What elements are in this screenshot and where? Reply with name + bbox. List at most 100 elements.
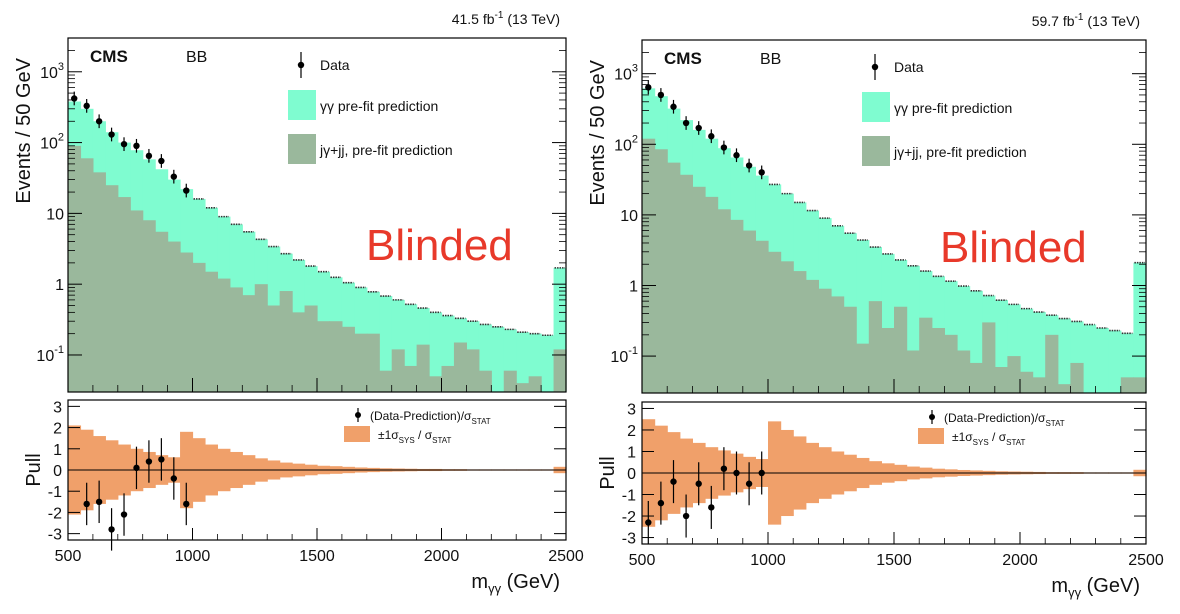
jg-bar	[242, 295, 256, 392]
pull-point	[145, 458, 153, 465]
pull-y-tick-label: 3	[627, 401, 636, 418]
pull-point	[670, 478, 677, 485]
jg-bar	[366, 333, 380, 392]
jg-bar	[1020, 371, 1034, 393]
jg-bar	[894, 306, 908, 393]
jg-bar	[1045, 334, 1059, 393]
jg-bar	[944, 334, 958, 393]
pull-point	[657, 499, 665, 507]
gg-bar	[379, 296, 393, 392]
data-point	[145, 152, 153, 160]
x-tick-label: 500	[55, 548, 82, 565]
pull-y-tick-label: -2	[622, 509, 636, 526]
legend-data-label: Data	[894, 59, 924, 75]
pull-y-tick-label: 0	[627, 466, 636, 483]
jg-bar	[868, 301, 882, 393]
jg-bar	[292, 312, 306, 392]
jg-bar	[805, 279, 819, 393]
jg-bar	[1032, 377, 1046, 393]
jg-bar	[1133, 377, 1147, 393]
y-tick-label: 102	[614, 133, 638, 154]
pull-point	[120, 511, 128, 518]
jg-bar	[503, 370, 517, 392]
y-tick-label: 103	[40, 61, 64, 82]
x-tick-label: 2000	[1002, 552, 1038, 569]
y-axis-label: Events / 50 GeV	[13, 57, 35, 203]
data-point	[708, 133, 715, 140]
jg-bar	[254, 284, 268, 392]
gg-bar	[1057, 318, 1071, 393]
data-point	[670, 103, 677, 110]
jg-bar	[341, 326, 355, 392]
pull-point	[708, 504, 715, 511]
jg-bar	[516, 383, 530, 392]
pull-point	[733, 469, 740, 477]
pull-legend-marker	[355, 412, 361, 418]
x-tick-label: 500	[629, 552, 656, 569]
jg-bar	[117, 197, 131, 392]
jg-bar	[919, 317, 933, 393]
jg-bar	[391, 349, 405, 392]
jg-bar	[416, 344, 430, 392]
jg-bar	[831, 296, 845, 393]
x-tick-label: 2500	[1128, 552, 1164, 569]
pull-point	[183, 500, 190, 508]
legend-data-label: Data	[320, 57, 350, 73]
jg-bar	[957, 350, 971, 393]
pull-y-tick-label: -2	[48, 505, 62, 522]
legend-gg-label: γγ pre-fit prediction	[320, 98, 438, 114]
jg-bar	[994, 367, 1008, 393]
y-tick-label: 102	[40, 132, 64, 153]
pull-y-tick-label: -3	[48, 527, 62, 544]
jg-bar	[1057, 384, 1071, 393]
jg-bar	[654, 149, 668, 393]
data-point	[133, 142, 140, 150]
gg-bar	[491, 326, 505, 392]
pull-y-tick-label: 1	[627, 444, 636, 461]
jg-bar	[667, 162, 681, 393]
gg-bar	[429, 312, 443, 392]
jg-bar	[404, 365, 418, 392]
jg-bar	[155, 231, 169, 392]
jg-bar	[931, 327, 945, 393]
legend-gg-label: γγ pre-fit prediction	[894, 100, 1012, 116]
pull-point	[745, 480, 753, 487]
legend-gg-swatch	[288, 90, 316, 120]
jg-bar	[429, 376, 443, 392]
data-point	[170, 173, 178, 180]
jg-bar	[217, 278, 231, 392]
pull-y-tick-label: 1	[53, 442, 62, 459]
jg-bar	[906, 350, 920, 393]
jg-bar	[317, 321, 331, 392]
data-point	[720, 144, 728, 151]
y-tick-label: 1	[55, 277, 64, 294]
jg-bar	[466, 349, 480, 392]
jg-bar	[969, 362, 983, 393]
gg-bar	[1108, 330, 1122, 393]
pull-point	[83, 500, 90, 508]
x-tick-label: 2000	[424, 548, 460, 565]
pull-y-tick-label: -3	[622, 531, 636, 548]
data-point	[158, 157, 165, 165]
pull-point	[720, 465, 728, 472]
pull-y-tick-label: 3	[53, 399, 62, 416]
data-point	[95, 118, 103, 125]
y-tick-label: 103	[614, 63, 638, 84]
y-tick-label: 10	[46, 206, 64, 223]
jg-bar	[204, 271, 218, 392]
jg-bar	[105, 185, 119, 392]
jg-bar	[1120, 377, 1134, 393]
legend-jg-label: jγ+jj, pre-fit prediction	[319, 142, 453, 158]
jg-bar	[755, 240, 769, 393]
data-point	[695, 124, 702, 132]
pull-y-tick-label: -1	[48, 484, 62, 501]
jg-bar	[818, 288, 832, 393]
legend-jg-swatch	[862, 136, 890, 166]
jg-bar	[130, 210, 144, 392]
jg-bar	[856, 343, 870, 393]
data-point	[682, 119, 690, 127]
jg-bar	[982, 322, 996, 393]
jg-bar	[267, 305, 281, 392]
pull-legend-band-label: ±1σSYS / σSTAT	[952, 430, 1025, 447]
